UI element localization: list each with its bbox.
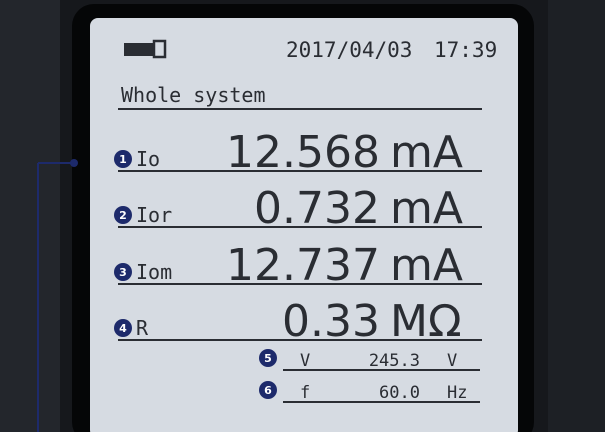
case-right [548,0,605,432]
label: Io [136,147,160,171]
unit: V [447,351,457,371]
value: 245.3 [369,351,420,371]
badge-number: 5 [264,352,272,365]
label: f [300,383,310,403]
time: 17:39 [434,38,497,62]
label: Iom [136,260,172,284]
page: 2017/04/03 17:39 Whole system 1Io12.568m… [0,0,605,432]
badge-number: 3 [119,266,127,279]
badge-number: 2 [119,209,127,222]
badge-number: 4 [119,322,127,335]
label: V [300,351,310,371]
device-photo: 2017/04/03 17:39 Whole system 1Io12.568m… [0,0,605,432]
badge-number: 1 [119,153,127,166]
value: 60.0 [379,383,420,403]
label: R [136,316,149,340]
title: Whole system [121,83,266,107]
label: Ior [136,203,172,227]
case-left [0,0,60,432]
badge-number: 6 [264,384,272,397]
pointer-dot [70,159,78,167]
unit: Hz [447,383,467,403]
date: 2017/04/03 [286,38,412,62]
